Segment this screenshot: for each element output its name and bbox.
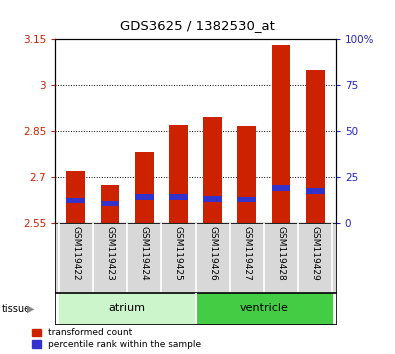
Bar	[101, 201, 119, 206]
Bar	[101, 185, 119, 223]
Text: GSM119427: GSM119427	[242, 227, 251, 281]
Text: tissue: tissue	[2, 304, 31, 314]
Bar	[135, 153, 154, 223]
Text: ▶: ▶	[27, 304, 34, 314]
Legend: transformed count, percentile rank within the sample: transformed count, percentile rank withi…	[32, 329, 201, 349]
Bar	[237, 196, 256, 202]
Text: GSM119429: GSM119429	[311, 227, 320, 281]
Bar	[306, 70, 325, 223]
Bar	[306, 188, 325, 194]
Text: GSM119423: GSM119423	[105, 227, 115, 281]
Text: GSM119425: GSM119425	[174, 227, 183, 281]
Bar	[237, 126, 256, 223]
Bar	[169, 125, 188, 223]
Bar	[135, 194, 154, 200]
Bar	[203, 196, 222, 201]
Text: GSM119422: GSM119422	[71, 227, 80, 281]
Text: GSM119424: GSM119424	[140, 227, 149, 281]
Text: ventricle: ventricle	[239, 303, 288, 313]
Text: GSM119426: GSM119426	[208, 227, 217, 281]
Bar	[272, 45, 290, 223]
Text: atrium: atrium	[109, 303, 146, 313]
Bar	[66, 198, 85, 203]
Bar	[203, 117, 222, 223]
Bar	[272, 185, 290, 191]
Bar	[66, 171, 85, 223]
Text: GDS3625 / 1382530_at: GDS3625 / 1382530_at	[120, 19, 275, 33]
Text: GSM119428: GSM119428	[276, 227, 286, 281]
Bar	[169, 194, 188, 200]
